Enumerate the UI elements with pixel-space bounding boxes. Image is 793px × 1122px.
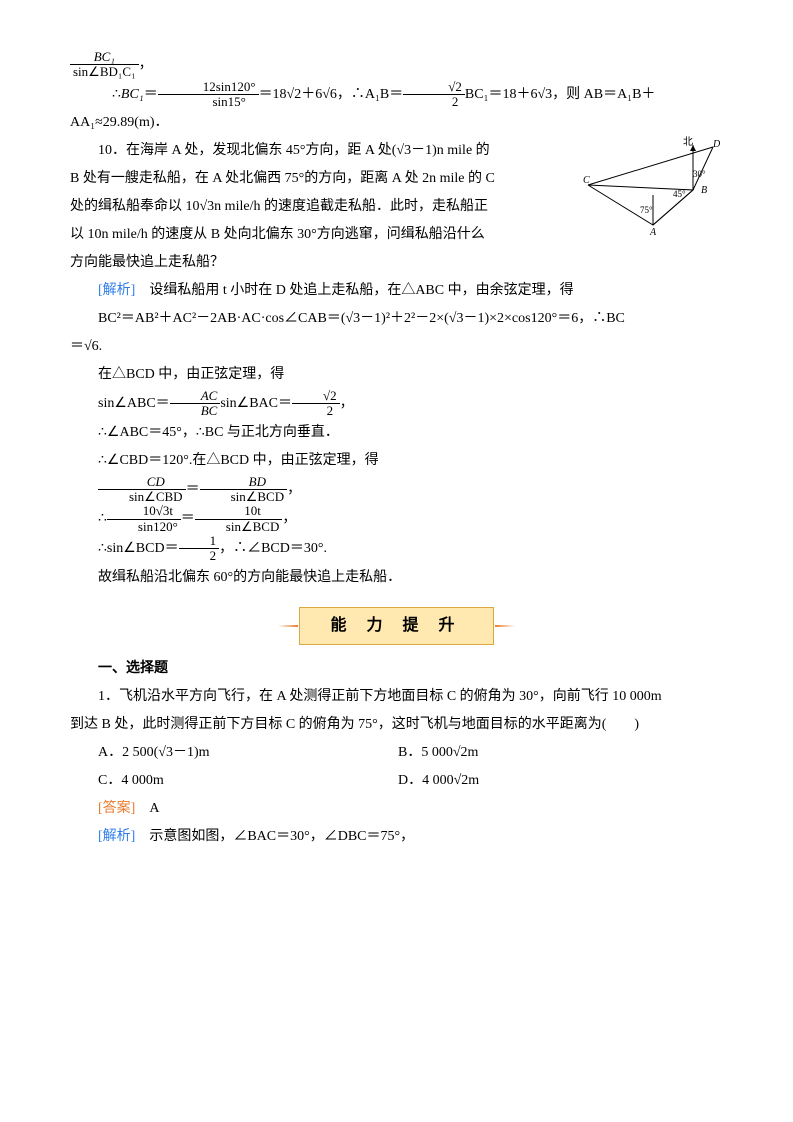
q10-l2: B 处有一艘走私船，在 A 处北偏西 75°的方向，距离 A 处 2n mile… [70,165,573,193]
text: ∴ [98,511,107,526]
answer-value: A [149,801,159,816]
q1-options: A．2 500(√3－1)m B．5 000√2m C．4 000m D．4 0… [98,739,723,795]
fraction: √22 [292,389,340,419]
sol-bc2: BC²＝AB²＋AC²－2AB·AC·cos∠CAB＝(√3－1)²＋2²－2×… [70,305,723,333]
option-c: C．4 000m [98,767,398,795]
option-d: D．4 000√2m [398,767,698,795]
angle-75: 75° [640,205,653,215]
section-banner: 能 力 提 升 [70,607,723,645]
numerator: BC₁ [70,50,139,65]
point-a: A [649,227,657,238]
point-c: C [583,175,590,186]
denominator: sin120° [107,520,181,534]
q10-l4: 以 10n mile/h 的速度从 B 处向北偏东 30°方向逃窜，问缉私船沿什… [70,221,573,249]
numerator: AC [170,389,221,404]
fraction: 10tsin∠BCD [195,504,283,534]
fraction: ACBC [170,389,221,419]
sol-l7: CDsin∠CBD＝BDsin∠BCD， [70,475,723,505]
analysis-label: [解析] [98,829,135,844]
text: sin∠BAC＝ [220,396,292,411]
option-b: B．5 000√2m [398,739,698,767]
analysis-text: 示意图如图，∠BAC＝30°，∠DBC＝75°， [149,829,414,844]
numerator: 10t [195,504,283,519]
var: BC₁ [121,87,144,102]
eq: ＝ [181,511,195,526]
numerator: 12sin120° [158,80,259,95]
section-choice-title: 一、选择题 [70,655,723,683]
sol-l3: 在△BCD 中，由正弦定理，得 [70,361,723,389]
q1-l1: 1．飞机沿水平方向飞行，在 A 处测得正前下方地面目标 C 的俯角为 30°，向… [70,683,723,711]
text: ∴sin∠BCD＝ [98,541,179,556]
fraction: BDsin∠BCD [200,475,288,505]
sol-bc2b: ＝√6. [70,333,723,361]
q10-l5: 方向能最快追上走私船？ [70,249,573,277]
numerator: √2 [292,389,340,404]
sol-l10: 故缉私船沿北偏东 60°的方向能最快追上走私船． [70,564,723,592]
sol-l4: sin∠ABC＝ACBCsin∠BAC＝√22， [70,389,723,419]
text: 设缉私船用 t 小时在 D 处追上走私船，在△ABC 中，由余弦定理，得 [149,283,573,298]
numerator: CD [98,475,186,490]
text: ， [287,482,301,497]
denominator: sin∠BCD [195,520,283,534]
text: ， [340,396,354,411]
geometry-diagram: 北 D B C A 30° 45° 75° [583,135,723,245]
analysis-label: [解析] [98,283,135,298]
point-d: D [712,139,721,150]
denominator: sin15° [158,95,259,109]
fraction: 12 [179,534,220,564]
fraction: CDsin∠CBD [98,475,186,505]
fraction: √22 [403,80,465,110]
denominator: 2 [292,404,340,418]
answer-label: [答案] [98,801,135,816]
point-b: B [701,185,707,196]
denominator: 2 [179,549,220,563]
q1-l2: 到达 B 处，此时测得正前下方目标 C 的俯角为 75°，这时飞机与地面目标的水… [70,711,723,739]
eq: ＝ [144,87,158,102]
sol-l8: ∴10√3tsin120°＝10tsin∠BCD， [70,504,723,534]
angle-30: 30° [693,169,706,179]
text: ，∴∠BCD＝30°. [219,541,327,556]
option-a: A．2 500(√3－1)m [98,739,398,767]
numerator: 1 [179,534,220,549]
numerator: 10√3t [107,504,181,519]
therefore: ∴ [112,87,121,102]
text: ＝18√2＋6√6，∴A₁B＝ [259,87,404,102]
banner-text: 能 力 提 升 [299,607,493,645]
eq: ＝ [186,482,200,497]
bc1-line: ∴BC₁＝12sin120°sin15°＝18√2＋6√6，∴A₁B＝√22BC… [70,80,723,138]
fraction: BC₁ sin∠BD₁C₁ [70,50,139,80]
fraction: 10√3tsin120° [107,504,181,534]
text: sin∠ABC＝ [98,396,170,411]
sol-l9: ∴sin∠BCD＝12，∴∠BCD＝30°. [70,534,723,564]
north-label: 北 [683,136,693,148]
denominator: sin∠CBD [98,490,186,504]
page: BC₁ sin∠BD₁C₁ ， ∴BC₁＝12sin120°sin15°＝18√… [70,50,723,851]
q10-l3: 处的缉私船奉命以 10√3n mile/h 的速度追截走私船．此时，走私船正 [70,193,573,221]
numerator: BD [200,475,288,490]
top-fraction-line: BC₁ sin∠BD₁C₁ ， [70,50,723,80]
angle-45: 45° [673,189,686,199]
denominator: BC [170,404,221,418]
sol-l5: ∴∠ABC＝45°，∴BC 与正北方向垂直． [70,419,723,447]
q1-analysis: [解析] 示意图如图，∠BAC＝30°，∠DBC＝75°， [70,823,723,851]
denominator: sin∠BCD [200,490,288,504]
sol-line1: [解析] 设缉私船用 t 小时在 D 处追上走私船，在△ABC 中，由余弦定理，… [70,277,723,305]
text: ， [282,511,296,526]
q10-l1: 10．在海岸 A 处，发现北偏东 45°方向，距 A 处(√3－1)n mile… [70,137,573,165]
q1-answer: [答案] A [70,795,723,823]
fraction: 12sin120°sin15° [158,80,259,110]
denominator: 2 [403,95,465,109]
numerator: √2 [403,80,465,95]
sol-l6: ∴∠CBD＝120°.在△BCD 中，由正弦定理，得 [70,447,723,475]
denominator: sin∠BD₁C₁ [70,65,139,79]
